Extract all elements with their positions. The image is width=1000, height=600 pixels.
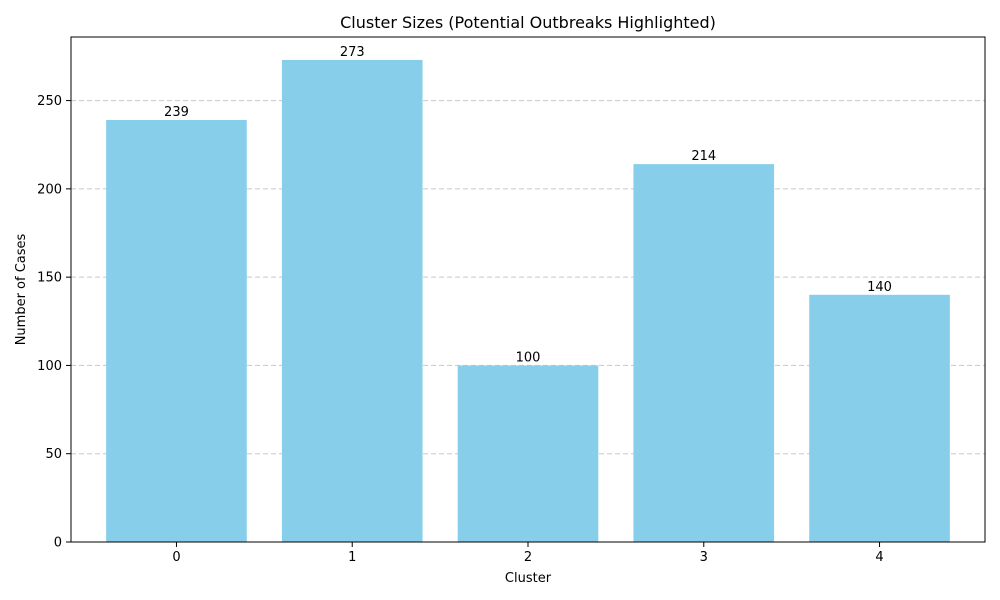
x-axis-label: Cluster xyxy=(505,571,552,586)
y-tick-label-1: 50 xyxy=(45,447,62,462)
bar-cluster-3 xyxy=(633,164,775,542)
x-tick-label-1: 1 xyxy=(348,550,356,565)
y-axis-label: Number of Cases xyxy=(14,233,29,345)
bar-value-label-2: 100 xyxy=(516,350,541,365)
x-tick-label-4: 4 xyxy=(875,550,883,565)
x-tick-label-2: 2 xyxy=(524,550,532,565)
y-tick-label-4: 200 xyxy=(37,182,62,197)
bar-cluster-4 xyxy=(809,294,950,542)
bar-cluster-0 xyxy=(106,119,247,543)
y-tick-label-2: 100 xyxy=(37,359,62,374)
bars xyxy=(106,59,950,543)
bar-value-labels: 239 273 100 214 140 xyxy=(164,45,892,365)
x-tick-label-3: 3 xyxy=(700,550,708,565)
y-tick-label-3: 150 xyxy=(37,271,62,286)
bar-cluster-1 xyxy=(281,59,423,543)
y-tick-label-0: 0 xyxy=(54,536,62,551)
bar-value-label-3: 214 xyxy=(691,149,716,164)
y-tick-label-5: 250 xyxy=(37,94,62,109)
x-axis-ticks: 0 1 2 3 4 xyxy=(172,542,884,565)
x-tick-label-0: 0 xyxy=(172,550,180,565)
bar-cluster-2 xyxy=(457,365,599,542)
chart-title: Cluster Sizes (Potential Outbreaks Highl… xyxy=(340,13,716,32)
bar-value-label-1: 273 xyxy=(340,45,365,60)
y-axis-ticks: 0 50 100 150 200 250 xyxy=(37,94,71,551)
bar-value-label-4: 140 xyxy=(867,280,892,295)
bar-value-label-0: 239 xyxy=(164,105,189,120)
